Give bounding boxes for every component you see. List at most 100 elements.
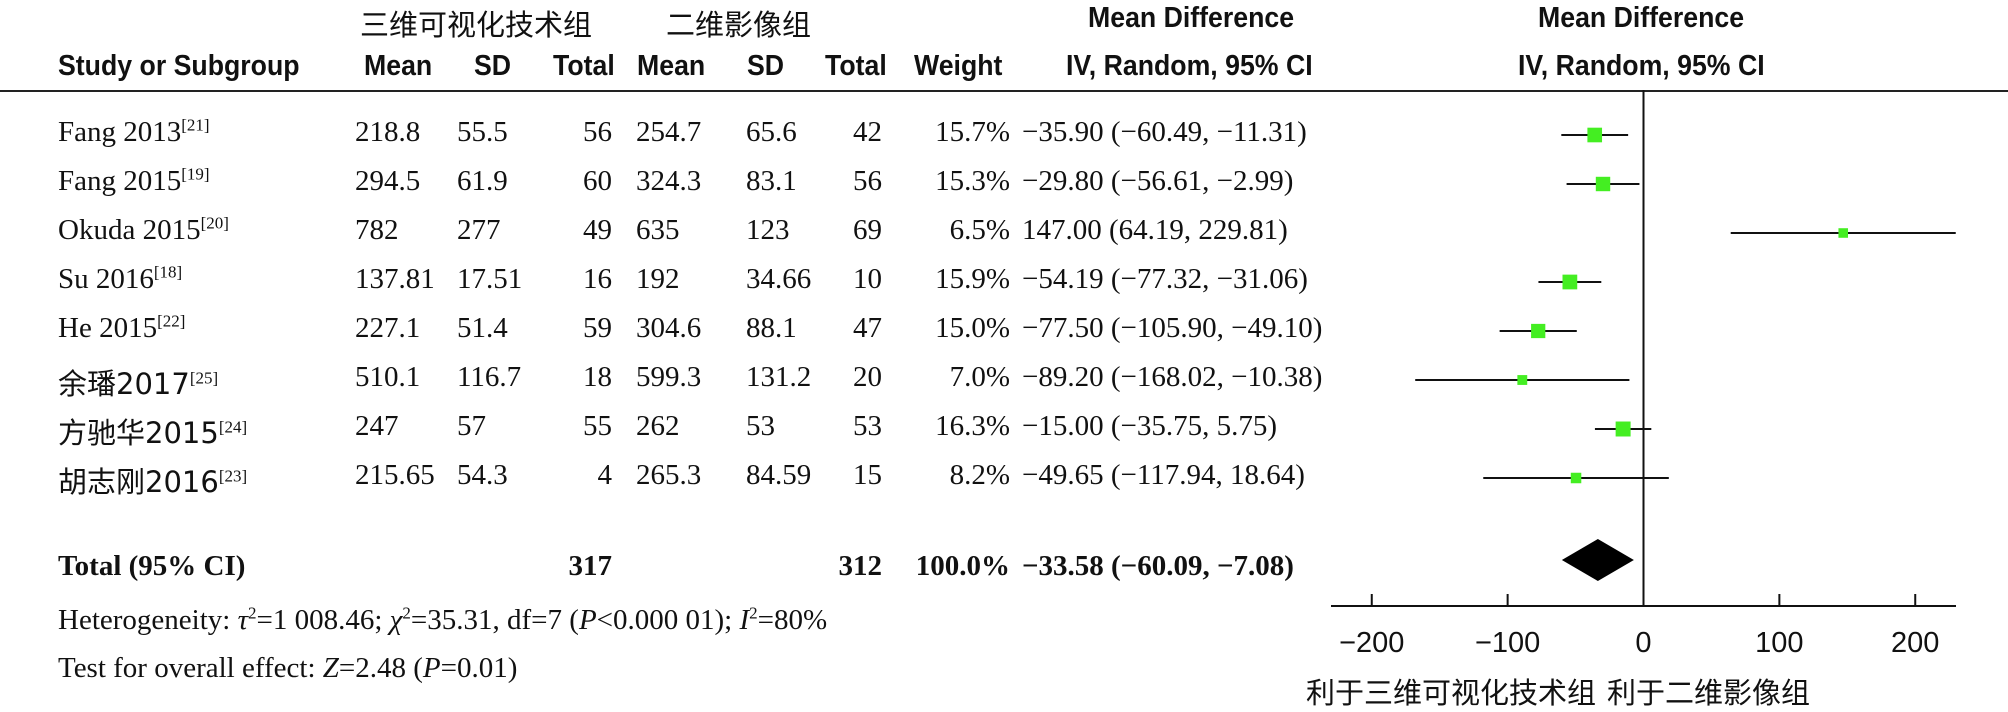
x-tick-label: −200 [1339, 627, 1404, 659]
weight-header: Weight [914, 50, 1003, 82]
cell-ci: −35.90 (−60.49, −11.31) [1022, 116, 1307, 148]
exp-sd-header: SD [474, 50, 512, 82]
cell-sd1: 55.5 [457, 116, 508, 148]
study-name: 胡志刚2016[23] [58, 465, 248, 499]
study-column-header: Study or Subgroup [58, 50, 300, 82]
study-name: He 2015[22] [58, 311, 186, 344]
overall-effect-line: Test for overall effect: Z=2.48 (P=0.01) [58, 652, 518, 684]
cell-m1: 137.81 [355, 263, 435, 295]
cell-weight: 15.0% [935, 312, 1010, 344]
cell-m2: 192 [636, 263, 680, 295]
ctrl-total-header: Total [825, 50, 887, 82]
study-name: 余璠2017[25] [58, 367, 219, 401]
cell-sd2: 88.1 [746, 312, 797, 344]
total-ci: −33.58 (−60.09, −7.08) [1022, 550, 1294, 582]
study-name: Su 2016[18] [58, 262, 183, 295]
cell-n1: 60 [583, 165, 612, 197]
cell-sd2: 123 [746, 214, 790, 246]
cell-ci: −54.19 (−77.32, −31.06) [1022, 263, 1308, 295]
header-rule [0, 90, 2008, 92]
cell-sd1: 61.9 [457, 165, 508, 197]
cell-m2: 304.6 [636, 312, 702, 344]
cell-m1: 294.5 [355, 165, 421, 197]
study-name: Okuda 2015[20] [58, 213, 229, 246]
cell-n2: 53 [853, 410, 882, 442]
effect-square [1587, 127, 1603, 143]
cell-n1: 16 [583, 263, 612, 295]
cell-weight: 15.9% [935, 263, 1010, 295]
cell-m1: 247 [355, 410, 399, 442]
plot-header-title: Mean Difference [1538, 2, 1745, 34]
cell-sd2: 83.1 [746, 165, 797, 197]
effect-square [1615, 421, 1631, 437]
total-weight: 100.0% [915, 550, 1010, 582]
cell-sd1: 277 [457, 214, 501, 246]
cell-m2: 265.3 [636, 459, 702, 491]
control-group-header: 二维影像组 [666, 8, 812, 42]
cell-m2: 254.7 [636, 116, 702, 148]
cell-ci: −77.50 (−105.90, −49.10) [1022, 312, 1323, 344]
effect-square [1838, 228, 1849, 238]
plot-header-sub: IV, Random, 95% CI [1518, 50, 1765, 82]
cell-n2: 47 [853, 312, 882, 344]
cell-ci: −89.20 (−168.02, −10.38) [1022, 361, 1323, 393]
cell-n1: 55 [583, 410, 612, 442]
favours-left-label: 利于三维可视化技术组 [1306, 676, 1597, 710]
effect-square [1531, 323, 1546, 339]
effect-square [1562, 274, 1578, 290]
study-name: 方驰华2015[24] [58, 416, 248, 450]
cell-sd2: 131.2 [746, 361, 812, 393]
ctrl-sd-header: SD [747, 50, 785, 82]
cell-m2: 262 [636, 410, 680, 442]
cell-weight: 7.0% [949, 361, 1010, 393]
cell-n2: 15 [853, 459, 882, 491]
cell-m1: 218.8 [355, 116, 421, 148]
cell-n1: 59 [583, 312, 612, 344]
x-tick-label: 200 [1891, 627, 1939, 659]
cell-m1: 782 [355, 214, 399, 246]
cell-sd1: 17.51 [457, 263, 523, 295]
favours-right-label: 利于二维影像组 [1607, 676, 1811, 710]
cell-m1: 215.65 [355, 459, 435, 491]
cell-weight: 6.5% [949, 214, 1010, 246]
cell-n2: 56 [853, 165, 882, 197]
x-tick-label: 100 [1755, 627, 1803, 659]
total-label: Total (95% CI) [58, 550, 246, 582]
md-header-title: Mean Difference [1088, 2, 1295, 34]
cell-sd1: 51.4 [457, 312, 508, 344]
cell-m1: 510.1 [355, 361, 421, 393]
cell-weight: 15.3% [935, 165, 1010, 197]
study-name: Fang 2013[21] [58, 115, 210, 148]
cell-sd2: 84.59 [746, 459, 812, 491]
cell-n2: 69 [853, 214, 882, 246]
cell-weight: 15.7% [935, 116, 1010, 148]
cell-sd2: 34.66 [746, 263, 812, 295]
ctrl-mean-header: Mean [637, 50, 706, 82]
cell-n1: 49 [583, 214, 612, 246]
cell-m2: 324.3 [636, 165, 702, 197]
study-name: Fang 2015[19] [58, 164, 210, 197]
cell-m2: 599.3 [636, 361, 702, 393]
effect-square [1595, 176, 1611, 192]
cell-n2: 42 [853, 116, 882, 148]
cell-ci: −15.00 (−35.75, 5.75) [1022, 410, 1278, 442]
cell-m2: 635 [636, 214, 680, 246]
cell-ci: −49.65 (−117.94, 18.64) [1022, 459, 1305, 491]
cell-sd1: 116.7 [457, 361, 522, 393]
cell-weight: 16.3% [935, 410, 1010, 442]
cell-sd1: 57 [457, 410, 486, 442]
cell-sd2: 53 [746, 410, 775, 442]
cell-n1: 4 [597, 459, 613, 491]
exp-mean-header: Mean [364, 50, 433, 82]
effect-square [1570, 472, 1582, 484]
x-tick-label: −100 [1475, 627, 1540, 659]
cell-n2: 20 [853, 361, 882, 393]
cell-sd2: 65.6 [746, 116, 797, 148]
heterogeneity-line: Heterogeneity: τ2=1 008.46; χ2=35.31, df… [58, 603, 828, 636]
total-n1: 317 [568, 550, 613, 582]
cell-n1: 56 [583, 116, 612, 148]
md-header-sub: IV, Random, 95% CI [1066, 50, 1313, 82]
cell-ci: 147.00 (64.19, 229.81) [1022, 214, 1288, 246]
cell-ci: −29.80 (−56.61, −2.99) [1022, 165, 1294, 197]
